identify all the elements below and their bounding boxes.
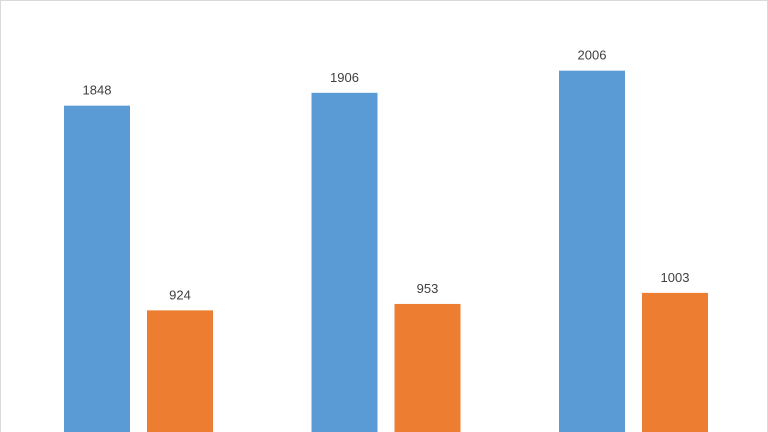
bar [64, 105, 130, 432]
bar [311, 92, 378, 432]
bar [559, 70, 625, 432]
bar [642, 292, 708, 432]
data-label: 1848 [83, 83, 112, 98]
data-label: 1003 [661, 270, 690, 285]
data-label: 953 [417, 281, 439, 296]
data-label: 2006 [578, 48, 607, 63]
bar [147, 310, 213, 432]
data-label: 1906 [330, 70, 359, 85]
data-label: 924 [169, 287, 191, 302]
bar [394, 303, 461, 432]
